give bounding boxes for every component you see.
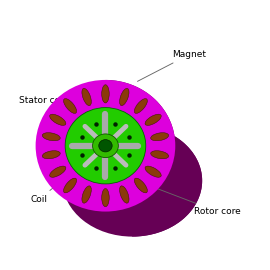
- Ellipse shape: [120, 88, 129, 106]
- Ellipse shape: [151, 151, 169, 159]
- Ellipse shape: [145, 114, 161, 125]
- Polygon shape: [106, 80, 202, 237]
- Ellipse shape: [50, 114, 66, 125]
- Ellipse shape: [62, 125, 202, 237]
- Ellipse shape: [120, 186, 129, 203]
- Ellipse shape: [65, 108, 146, 184]
- Ellipse shape: [151, 133, 169, 141]
- Ellipse shape: [82, 186, 91, 203]
- Ellipse shape: [82, 88, 91, 106]
- Text: Stator core: Stator core: [19, 96, 70, 121]
- Ellipse shape: [50, 166, 66, 177]
- Ellipse shape: [93, 134, 118, 158]
- Ellipse shape: [102, 85, 109, 103]
- Ellipse shape: [99, 140, 112, 152]
- Ellipse shape: [134, 99, 147, 113]
- Ellipse shape: [145, 166, 161, 177]
- Text: Magnet: Magnet: [137, 50, 207, 81]
- Text: Rotor core: Rotor core: [139, 182, 241, 216]
- Ellipse shape: [42, 151, 60, 159]
- Text: Coil: Coil: [30, 169, 76, 204]
- Ellipse shape: [42, 133, 60, 141]
- Ellipse shape: [63, 178, 77, 193]
- Ellipse shape: [63, 99, 77, 113]
- Ellipse shape: [102, 188, 109, 207]
- Ellipse shape: [36, 80, 175, 212]
- Ellipse shape: [134, 178, 147, 193]
